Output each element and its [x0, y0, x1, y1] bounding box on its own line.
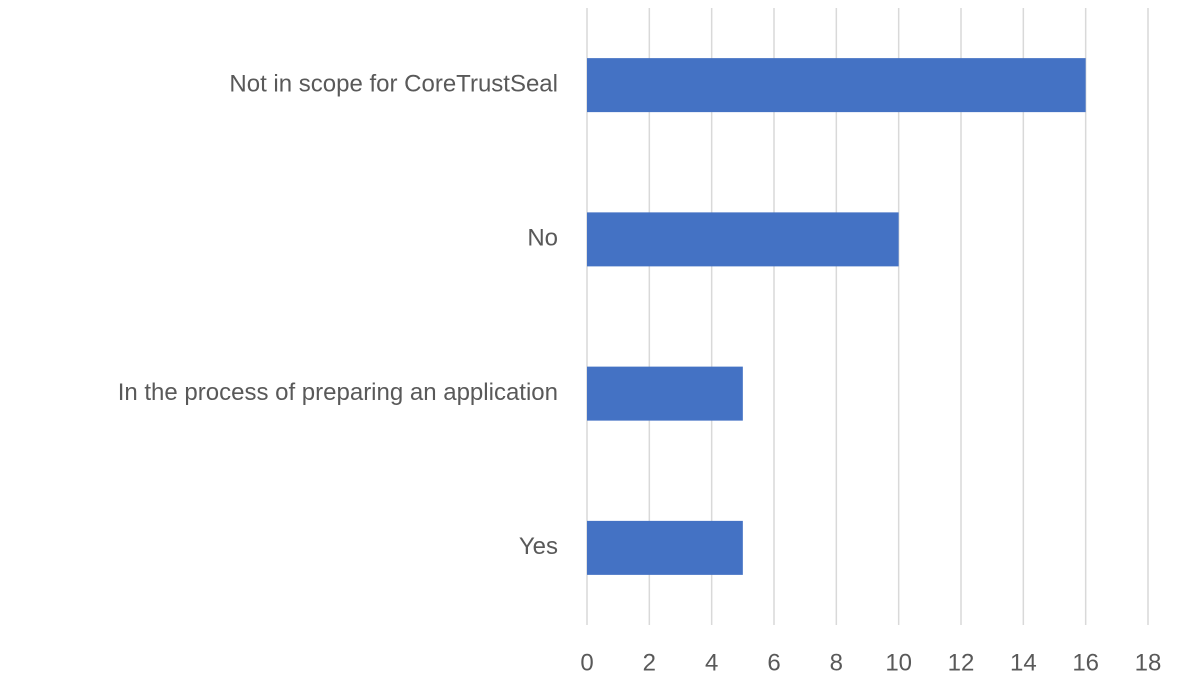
y-tick-label: Not in scope for CoreTrustSeal: [229, 70, 558, 97]
x-tick-label: 18: [1135, 649, 1162, 676]
bar: [587, 520, 743, 575]
x-tick-label: 16: [1072, 649, 1099, 676]
bar: [587, 366, 743, 421]
x-tick-label: 8: [830, 649, 843, 676]
x-tick-label: 4: [705, 649, 718, 676]
bar: [587, 212, 899, 267]
x-tick-label: 10: [885, 649, 912, 676]
y-tick-label: No: [527, 225, 558, 252]
x-tick-label: 0: [580, 649, 593, 676]
bar: [587, 58, 1086, 113]
x-tick-label: 14: [1010, 649, 1037, 676]
x-tick-label: 12: [948, 649, 975, 676]
y-tick-label: In the process of preparing an applicati…: [118, 379, 558, 406]
x-tick-label: 2: [643, 649, 656, 676]
y-tick-label: Yes: [519, 533, 558, 560]
x-tick-label: 6: [767, 649, 780, 676]
